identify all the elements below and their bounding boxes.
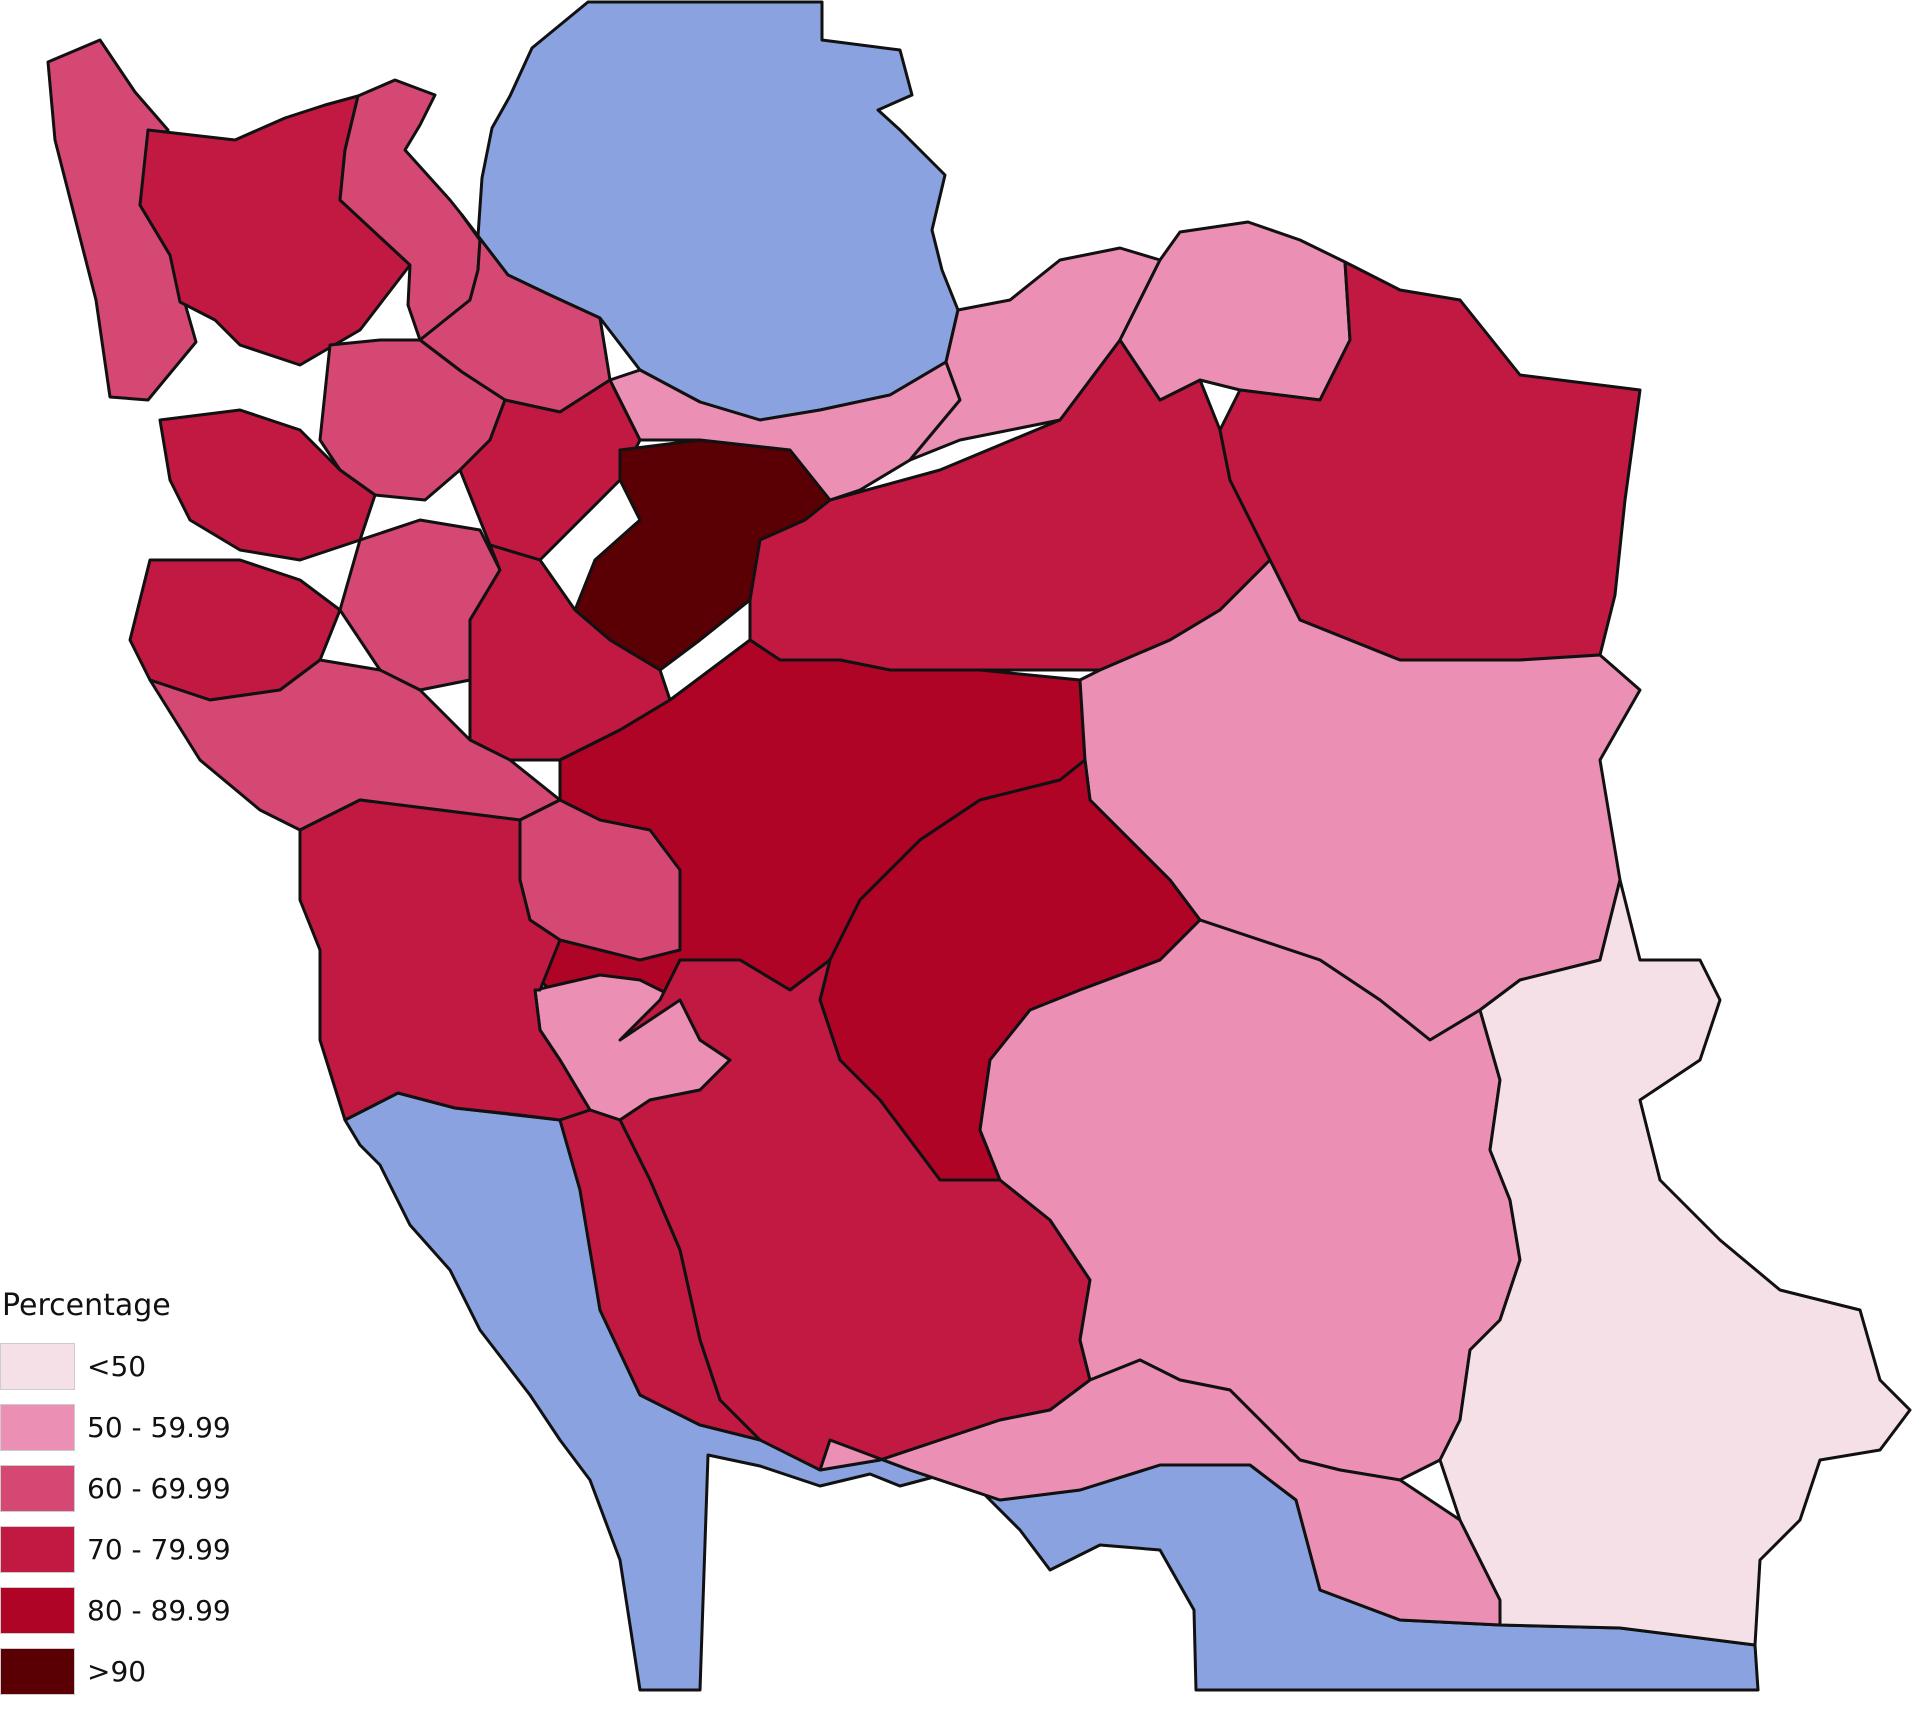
legend-items: <50 50 - 59.99 60 - 69.99 70 - 79.99 80 - 89… — [0, 1343, 231, 1695]
province-hormozgan-50-59 — [818, 1358, 1502, 1627]
legend-label: 60 - 69.99 — [87, 1472, 231, 1505]
legend-item: 70 - 79.99 — [0, 1526, 231, 1573]
province-sistan-baluchestan-lt50 — [1438, 878, 1912, 1647]
legend-swatch — [0, 1343, 75, 1390]
province-qazvin-70-79 — [458, 378, 642, 562]
legend-item: <50 — [0, 1343, 231, 1390]
legend-swatch — [0, 1526, 75, 1573]
legend-title: Percentage — [2, 1288, 171, 1323]
legend-swatch — [0, 1404, 75, 1451]
legend-item: 80 - 89.99 — [0, 1587, 231, 1634]
province-khuzestan-70-79 — [298, 798, 592, 1122]
province-north-khorasan-50-59 — [1118, 220, 1352, 402]
legend-label: >90 — [87, 1655, 147, 1688]
legend-label: 70 - 79.99 — [87, 1533, 231, 1566]
legend-item: 60 - 69.99 — [0, 1465, 231, 1512]
province-bushehr-70-79 — [558, 1108, 762, 1442]
legend-swatch — [0, 1465, 75, 1512]
legend-label: 50 - 59.99 — [87, 1411, 231, 1444]
province-lorestan-60-69 — [148, 658, 562, 832]
legend-item: 50 - 59.99 — [0, 1404, 231, 1451]
legend-swatch — [0, 1648, 75, 1695]
legend-label: 80 - 89.99 — [87, 1594, 231, 1627]
legend-swatch — [0, 1587, 75, 1634]
map-legend: Percentage <50 50 - 59.99 60 - 69.99 70 - 7… — [0, 1288, 231, 1709]
legend-label: <50 — [87, 1350, 147, 1383]
legend-item: >90 — [0, 1648, 231, 1695]
